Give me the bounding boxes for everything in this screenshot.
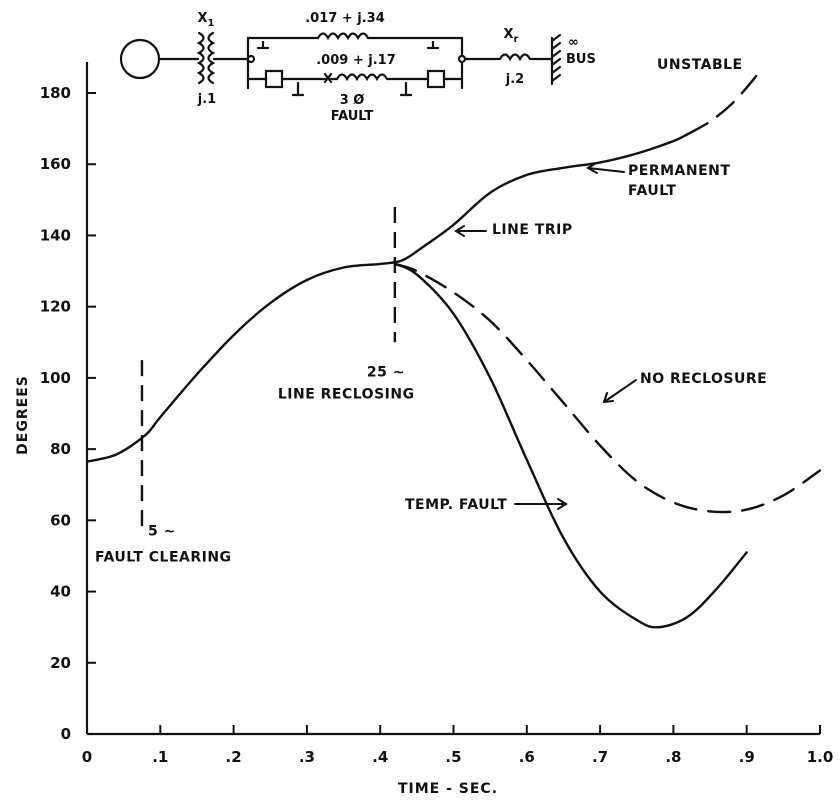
x-tick-label: .8 — [665, 748, 681, 766]
permanent-fault-arrowhead — [586, 162, 598, 174]
no-reclosure-label: NO RECLOSURE — [640, 371, 767, 387]
x1-label: X1 — [198, 11, 215, 29]
y-tick-label: 80 — [50, 440, 71, 458]
line1-impedance-label: .017 + j.34 — [305, 11, 385, 26]
bus-label: BUS — [566, 52, 596, 67]
xr-value: j.2 — [505, 72, 524, 87]
x-tick-label: .6 — [519, 748, 535, 766]
event-marker-caption: LINE RECLOSING — [278, 386, 415, 402]
xr-subscript: r — [514, 34, 519, 45]
y-tick-label: 140 — [40, 226, 71, 244]
no-reclosure-arrow — [603, 379, 637, 403]
x-tick-label: .2 — [226, 748, 242, 766]
fault-mark — [323, 72, 333, 84]
y-tick-label: 160 — [40, 155, 71, 173]
x-tick-label: 1.0 — [807, 748, 834, 766]
fault-type-label: 3 Ø — [340, 93, 365, 108]
left-breaker-node — [246, 54, 256, 64]
x-tick-label: .4 — [372, 748, 388, 766]
line-trip-label: LINE TRIP — [492, 222, 573, 238]
unstable-label: UNSTABLE — [657, 57, 743, 73]
no-reclosure-arrowhead — [602, 392, 614, 404]
line1-reactance — [316, 32, 370, 41]
axes: 0 .1 .2 .3 .4 .5 .6 .7 .8 .9 1.0 0 20 40 60 80 100 120 140… — [40, 62, 834, 766]
transformer-primary-coil — [196, 31, 205, 85]
y-tick-label: 120 — [40, 298, 71, 316]
transformer-secondary-coil — [207, 31, 216, 85]
generator-symbol — [119, 38, 161, 80]
x-axis-title: TIME - SEC. — [398, 781, 498, 797]
y-tick-label: 40 — [50, 583, 71, 601]
line2-impedance-label: .009 + j.17 — [316, 53, 396, 68]
infinite-bus-hatch — [550, 33, 562, 83]
temp-fault-arrowhead — [557, 498, 568, 510]
series-line-unstable — [686, 66, 763, 136]
event-markers: 5 ~ FAULT CLEARING 25 ~ LINE RECLOSING — [95, 206, 415, 566]
xr-reactance — [498, 53, 532, 62]
infinite-symbol: ∞ — [568, 35, 579, 50]
series-line-temp-fault — [393, 262, 748, 629]
permanent-fault-label-line2: FAULT — [628, 183, 676, 199]
y-tick-label: 20 — [50, 654, 71, 672]
x1-subscript: 1 — [208, 18, 215, 29]
x-tick-label: .9 — [739, 748, 755, 766]
permanent-fault-arrow — [587, 167, 625, 173]
fault-label: FAULT — [331, 109, 374, 124]
line-trip-arrowhead — [454, 225, 465, 237]
y-tick-label: 100 — [40, 369, 71, 387]
curves — [85, 66, 822, 629]
annotation-arrows — [454, 162, 637, 510]
temp-fault-label: TEMP. FAULT — [405, 497, 507, 513]
event-marker-caption: FAULT CLEARING — [95, 550, 232, 566]
series-line-no-reclosure — [393, 262, 822, 514]
xr-symbol: X — [504, 27, 514, 42]
permanent-fault-label-line1: PERMANENT — [628, 163, 730, 179]
x-tick-label: .5 — [445, 748, 461, 766]
y-axis-title: DEGREES — [15, 375, 31, 455]
series-line-permanent-fault — [85, 132, 690, 463]
x1-value: j.1 — [197, 92, 216, 107]
line2-breaker-left — [264, 69, 284, 89]
xr-label: Xr — [504, 27, 519, 45]
x-tick-label: 0 — [82, 748, 92, 766]
x-tick-label: .7 — [592, 748, 608, 766]
y-tick-label: 0 — [61, 725, 71, 743]
one-line-diagram — [119, 31, 562, 97]
line2-breaker-right — [426, 69, 446, 89]
event-marker-label: 25 ~ — [367, 364, 405, 380]
y-tick-label: 60 — [50, 511, 71, 529]
y-tick-label: 180 — [40, 84, 71, 102]
x-tick-label: .3 — [299, 748, 315, 766]
x1-symbol: X — [198, 11, 208, 26]
event-marker-label: 5 ~ — [148, 524, 176, 540]
x-tick-label: .1 — [152, 748, 168, 766]
line2-reactance — [335, 73, 389, 82]
